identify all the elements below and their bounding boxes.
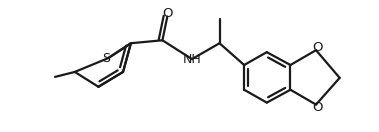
Text: O: O xyxy=(312,101,323,114)
Text: O: O xyxy=(162,7,172,20)
Text: O: O xyxy=(312,41,323,54)
Text: NH: NH xyxy=(183,53,202,66)
Text: S: S xyxy=(102,52,110,65)
